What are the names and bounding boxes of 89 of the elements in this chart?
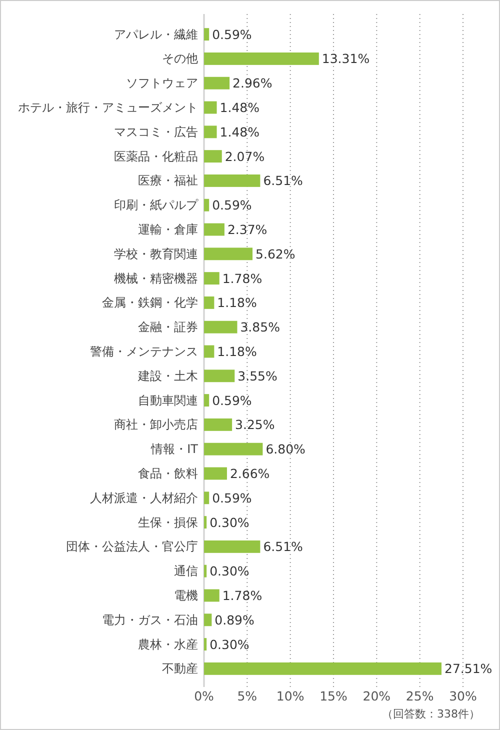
bar: [204, 564, 207, 578]
data-label: 6.80%: [266, 442, 306, 457]
bar: [204, 223, 224, 236]
y-tick-label: 自動車関連: [138, 393, 198, 408]
y-tick-label: 食品・飲料: [138, 466, 198, 480]
y-tick-label: 医療・福祉: [138, 174, 198, 188]
y-tick-label: 電力・ガス・石油: [102, 612, 198, 627]
bar: [204, 589, 220, 602]
y-tick-label: 印刷・紙パルプ: [114, 198, 199, 212]
data-label: 1.18%: [217, 295, 258, 310]
data-label: 0.30%: [210, 514, 250, 530]
y-tick-label: 建設・土木: [137, 368, 198, 383]
data-label: 27.51%: [444, 661, 492, 676]
data-label: 1.18%: [217, 344, 258, 359]
x-tick-label: 10%: [276, 688, 304, 704]
bar: [204, 126, 217, 138]
bar: [204, 296, 214, 309]
data-label: 13.31%: [322, 51, 370, 66]
y-tick-label: 不動産: [162, 662, 198, 676]
bar: [204, 638, 207, 650]
y-tick-label: ホテル・旅行・アミューズメント: [18, 100, 198, 115]
y-tick-label: 人材派遣・人材紹介: [90, 490, 198, 505]
x-tick-label: 30%: [449, 688, 478, 704]
data-label: 1.78%: [222, 270, 262, 286]
bar: [204, 442, 263, 456]
data-label: 3.25%: [235, 417, 275, 432]
bar: [204, 418, 232, 431]
data-label: 6.51%: [263, 173, 304, 188]
y-tick-label: 機械・精密機器: [114, 271, 198, 286]
data-label: 0.59%: [212, 490, 252, 506]
data-label: 2.37%: [227, 222, 268, 238]
data-label: 0.59%: [212, 392, 252, 408]
data-label: 0.89%: [214, 612, 255, 628]
x-tick-label: 5%: [237, 688, 258, 704]
bar: [204, 150, 222, 163]
data-label: 0.30%: [210, 564, 250, 579]
bar: [204, 370, 235, 382]
y-tick-label: アパレル・繊維: [114, 27, 198, 42]
y-tick-label: 警備・メンテナンス: [90, 344, 198, 358]
y-tick-label: マスコミ・広告: [114, 124, 198, 139]
bar: [204, 492, 210, 504]
data-label: 3.85%: [240, 320, 280, 335]
y-tick-label: 医薬品・化粧品: [114, 149, 198, 164]
y-tick-label: 学校・教育関連: [114, 246, 198, 261]
bar: [204, 320, 238, 334]
data-label: 2.96%: [232, 76, 272, 91]
y-tick-label: 金融・証券: [138, 320, 198, 334]
bar: [204, 662, 442, 675]
data-label: 1.48%: [220, 124, 260, 140]
bar: [204, 248, 253, 260]
bar: [204, 76, 230, 90]
data-label: 1.78%: [222, 588, 262, 603]
y-tick-label: 商社・卸小売店: [114, 418, 198, 432]
data-label: 5.62%: [256, 246, 296, 262]
y-tick-label: 団体・公益法人・官公庁: [66, 540, 198, 554]
bar: [204, 28, 210, 41]
bar: [204, 174, 260, 187]
x-tick-label: 0%: [194, 688, 214, 704]
data-label: 2.07%: [224, 148, 265, 164]
bar: [204, 394, 210, 407]
data-label: 0.59%: [212, 198, 252, 213]
bar: [204, 101, 217, 114]
data-label: 3.55%: [238, 368, 278, 384]
y-tick-label: 情報・IT: [150, 442, 199, 456]
x-tick-label: 20%: [362, 688, 391, 704]
x-tick-label: 25%: [406, 688, 434, 704]
bar: [204, 345, 214, 358]
x-tick-label: 15%: [320, 688, 348, 704]
data-label: 0.30%: [210, 636, 250, 652]
y-tick-label: 通信: [174, 564, 198, 578]
data-label: 1.48%: [220, 100, 260, 116]
bar: [204, 272, 220, 285]
y-tick-label: ソフトウェア: [126, 76, 198, 90]
bar: [204, 198, 210, 212]
y-tick-label: 電機: [174, 588, 198, 602]
bar: [204, 52, 319, 65]
data-label: 0.59%: [212, 26, 252, 42]
y-tick-label: 金属・鉄鋼・化学: [102, 296, 198, 310]
bar: [204, 516, 207, 529]
bar: [204, 614, 212, 626]
bar: [204, 467, 227, 480]
y-tick-label: 運輸・倉庫: [138, 222, 198, 237]
y-tick-label: その他: [162, 52, 198, 66]
y-tick-label: 生保・損保: [138, 515, 198, 530]
data-label: 6.51%: [263, 539, 304, 554]
y-tick-label: 農林・水産: [138, 637, 198, 652]
bar: [204, 540, 260, 553]
text: （回答数：338件）: [382, 708, 480, 720]
data-label: 2.66%: [230, 466, 270, 481]
